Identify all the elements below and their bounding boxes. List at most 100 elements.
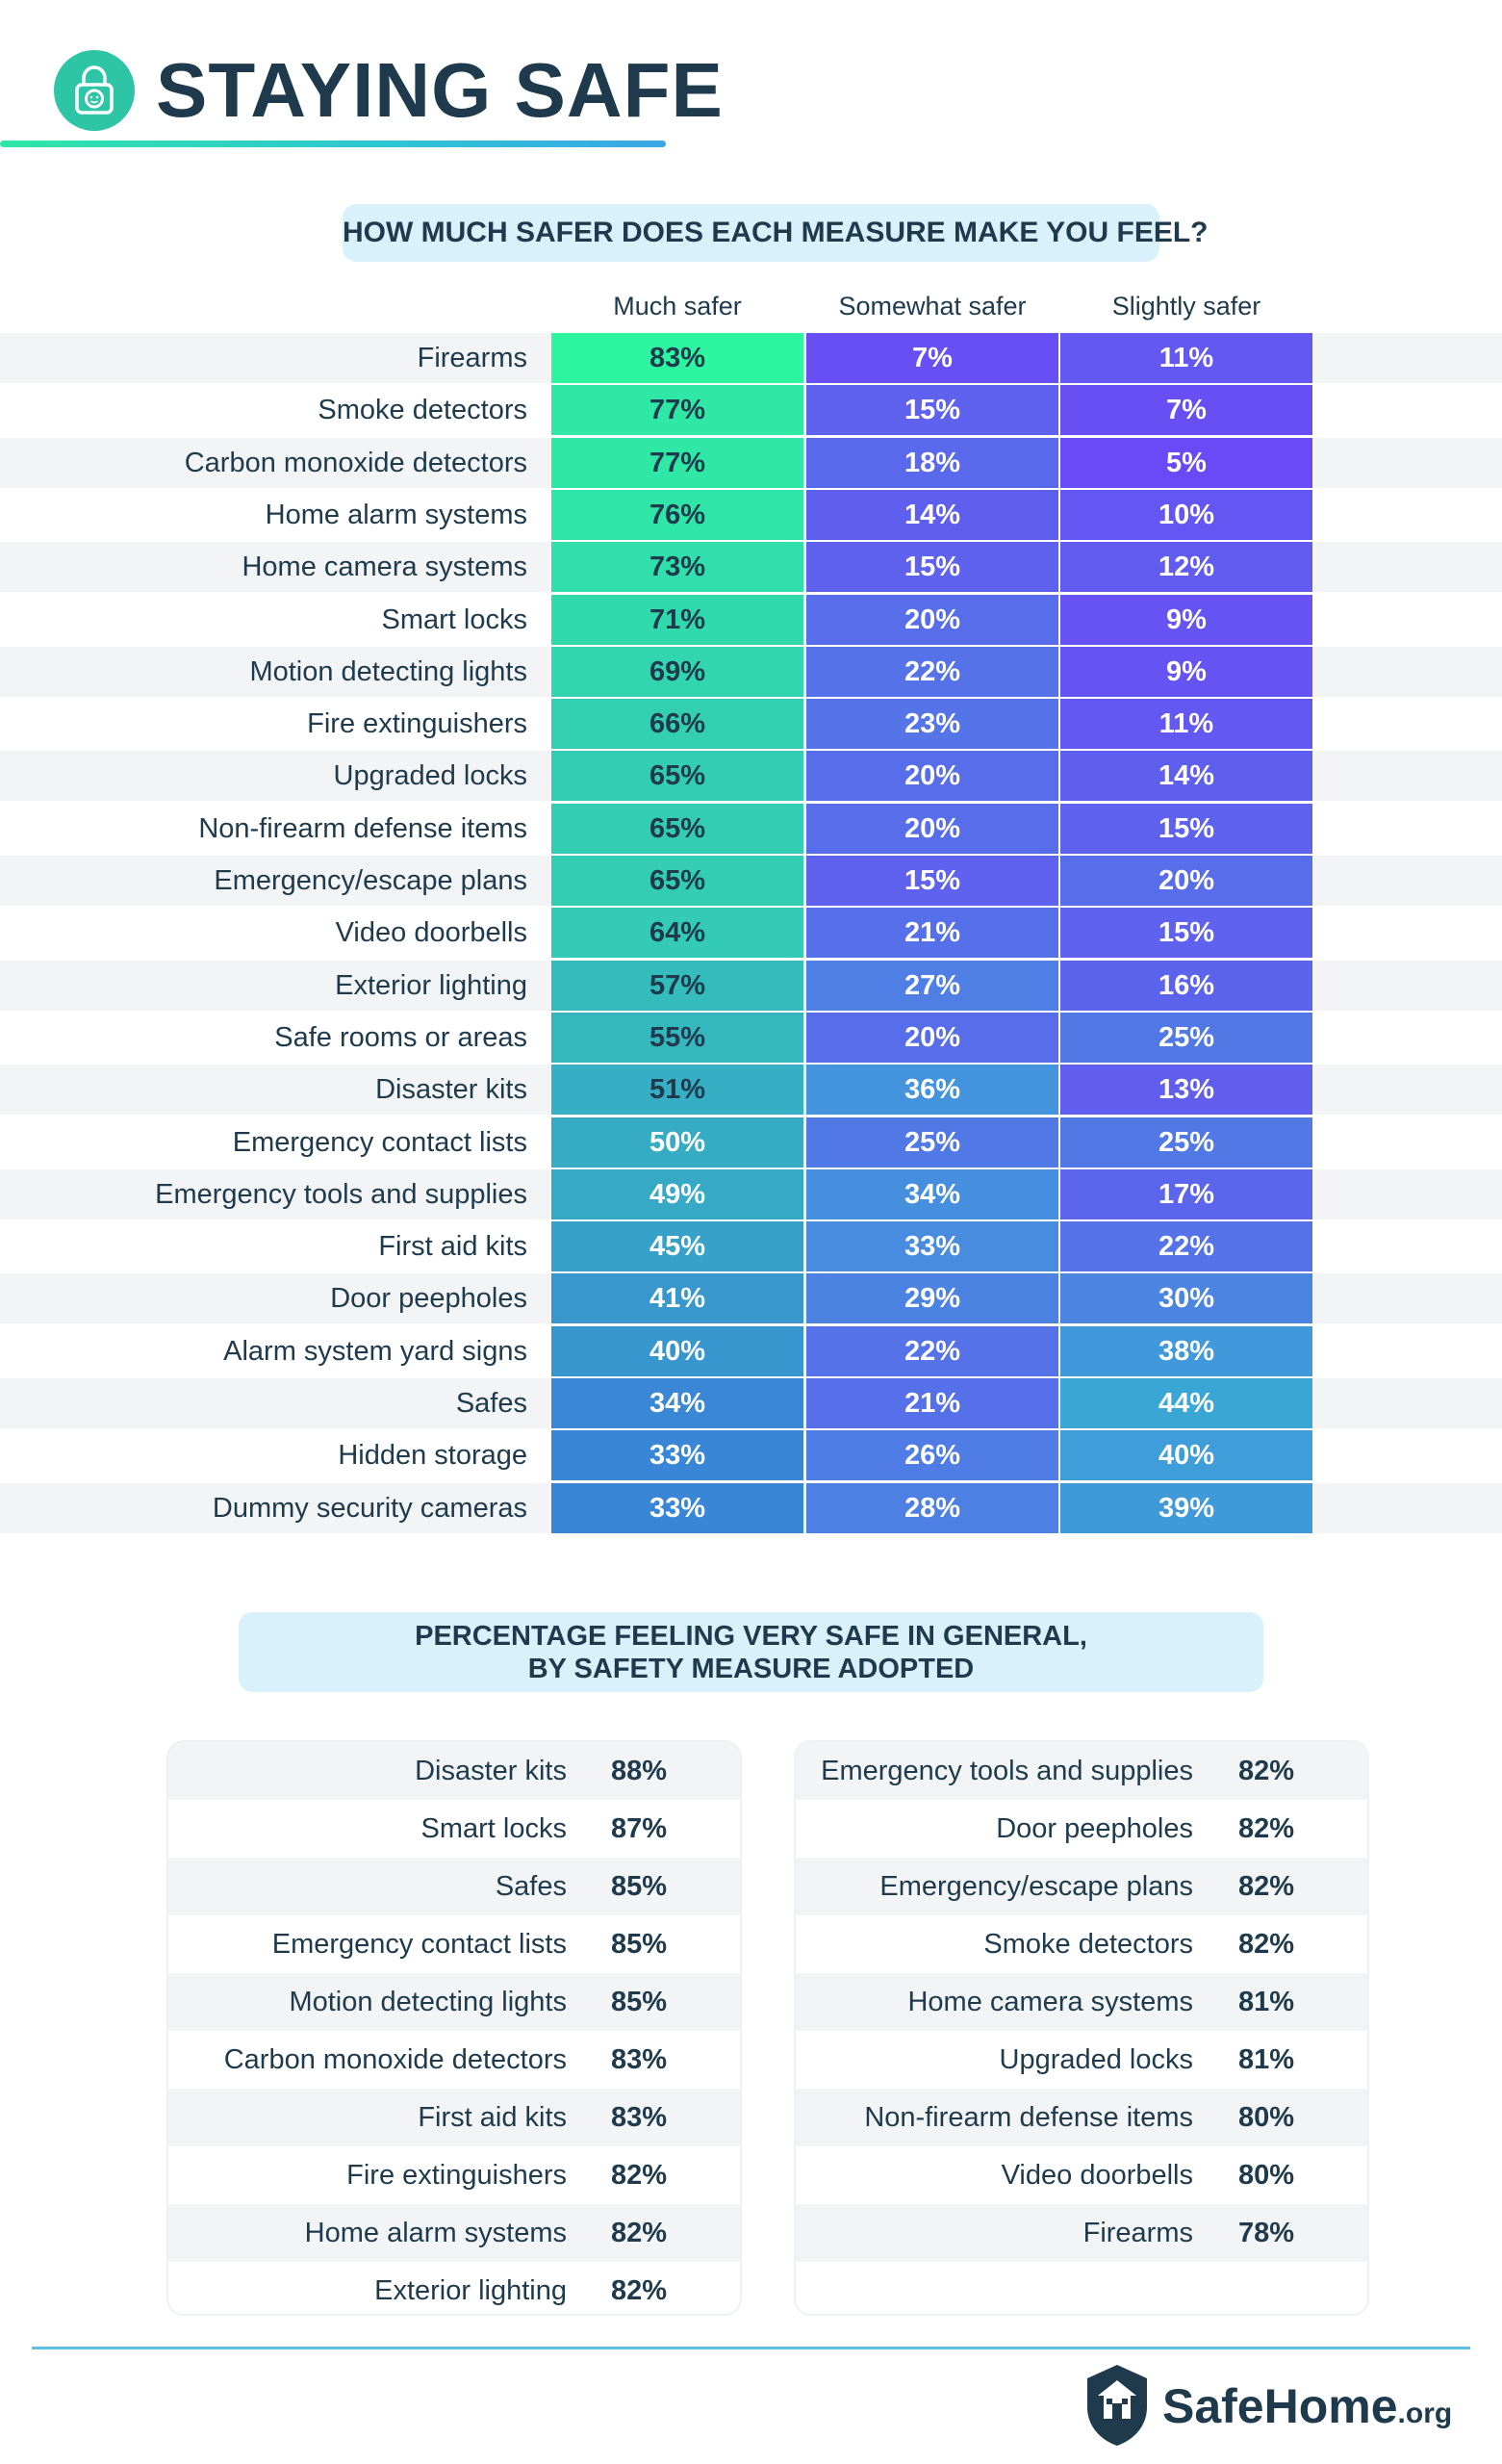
- table-row-label: Safes: [495, 1871, 567, 1902]
- row-label: Hidden storage: [338, 1440, 527, 1472]
- table-row-label: Non-firearm defense items: [864, 2102, 1193, 2133]
- heatmap-cell: 11%: [1060, 333, 1312, 383]
- heatmap-cell: 5%: [1060, 437, 1312, 488]
- heatmap-row: Smoke detectors 77% 15% 7%: [0, 385, 1502, 436]
- heatmap-cell: 25%: [1060, 1012, 1312, 1063]
- heatmap-cell: 40%: [551, 1325, 803, 1376]
- heatmap-cell: 51%: [551, 1065, 803, 1116]
- heatmap-row: First aid kits 45% 33% 22%: [0, 1221, 1502, 1272]
- heatmap-row: Emergency/escape plans 65% 15% 20%: [0, 856, 1502, 906]
- heatmap-cell: 25%: [806, 1116, 1058, 1168]
- table-row-value: 78%: [1237, 2218, 1295, 2248]
- table-row-value: 82%: [610, 2160, 668, 2191]
- row-label: Exterior lighting: [335, 969, 527, 1001]
- table-row: Door peepholes 82%: [796, 1800, 1367, 1858]
- row-label: Disaster kits: [375, 1074, 527, 1106]
- heatmap-cell: 44%: [1060, 1378, 1312, 1428]
- table-row-value: 85%: [610, 1929, 668, 1960]
- table-row-label: Door peepholes: [996, 1813, 1193, 1844]
- heatmap-cell: 33%: [551, 1430, 803, 1481]
- row-label: Emergency/escape plans: [214, 865, 527, 896]
- heatmap-cell: 30%: [1060, 1273, 1312, 1324]
- table-row: Carbon monoxide detectors 83%: [168, 2031, 740, 2089]
- table-row-value: 80%: [1237, 2160, 1295, 2191]
- house-shield-icon: [1087, 2365, 1147, 2446]
- heatmap-cell: 41%: [551, 1273, 803, 1324]
- table-row-value: 87%: [610, 1813, 668, 1844]
- table-row-value: 81%: [1237, 2044, 1295, 2075]
- heatmap-cell: 50%: [551, 1116, 803, 1168]
- logo-text: SafeHome.org: [1162, 2378, 1452, 2434]
- heatmap-cell: 55%: [551, 1012, 803, 1063]
- heatmap-row: Emergency contact lists 50% 25% 25%: [0, 1116, 1502, 1168]
- heatmap-row: Home alarm systems 76% 14% 10%: [0, 489, 1502, 540]
- heatmap-cell: 57%: [551, 960, 803, 1011]
- heatmap-cell: 14%: [806, 489, 1058, 540]
- page-header: STAYING SAFE: [0, 0, 723, 154]
- table-row-value: 82%: [1237, 1929, 1295, 1960]
- table-row-label: Emergency tools and supplies: [821, 1756, 1193, 1786]
- heatmap-cell: 20%: [806, 803, 1058, 854]
- heatmap-row: Carbon monoxide detectors 77% 18% 5%: [0, 437, 1502, 488]
- heatmap-row: Dummy security cameras 33% 28% 39%: [0, 1482, 1502, 1533]
- row-label: Emergency contact lists: [232, 1126, 527, 1158]
- table-row-label: Video doorbells: [1001, 2160, 1193, 2191]
- row-label: Firearms: [417, 343, 527, 373]
- heatmap-row: Firearms 83% 7% 11%: [0, 333, 1502, 383]
- heatmap-cell: 20%: [806, 594, 1058, 645]
- table-row-label: Exterior lighting: [374, 2275, 567, 2306]
- row-label: Home camera systems: [242, 552, 527, 583]
- table-row-value: 85%: [610, 1987, 668, 2017]
- table-row-label: Firearms: [1082, 2218, 1193, 2248]
- table-row-value: 82%: [1237, 1871, 1295, 1902]
- table-row-value: 81%: [1237, 1987, 1295, 2017]
- table-row: Exterior lighting 82%: [168, 2262, 740, 2314]
- heatmap-cell: 29%: [806, 1273, 1058, 1324]
- lock-icon: [54, 50, 135, 131]
- footer-divider: [32, 2347, 1470, 2349]
- heatmap-cell: 65%: [551, 803, 803, 854]
- row-label: Alarm system yard signs: [223, 1335, 527, 1367]
- table-row-label: Smoke detectors: [983, 1929, 1193, 1960]
- table-row: Smoke detectors 82%: [796, 1915, 1367, 1973]
- heatmap-cell: 15%: [806, 856, 1058, 906]
- heatmap-row: Motion detecting lights 69% 22% 9%: [0, 646, 1502, 697]
- heatmap-cell: 33%: [806, 1221, 1058, 1272]
- heatmap-cell: 28%: [806, 1482, 1058, 1533]
- heatmap-cell: 18%: [806, 437, 1058, 488]
- heatmap-cell: 34%: [551, 1378, 803, 1428]
- table-row-value: 80%: [1237, 2102, 1295, 2133]
- heatmap-cell: 9%: [1060, 646, 1312, 697]
- heatmap-cell: 33%: [551, 1482, 803, 1533]
- heatmap-cell: 65%: [551, 856, 803, 906]
- table-row-value: 82%: [1237, 1756, 1295, 1786]
- table-row: Motion detecting lights 85%: [168, 1973, 740, 2031]
- heatmap-cell: 71%: [551, 594, 803, 645]
- table-row: Firearms 78%: [796, 2204, 1367, 2262]
- very-safe-table-right: Emergency tools and supplies 82% Door peep…: [794, 1740, 1369, 2316]
- heatmap-row: Door peepholes 41% 29% 30%: [0, 1273, 1502, 1324]
- heatmap-row: Smart locks 71% 20% 9%: [0, 594, 1502, 645]
- heatmap-cell: 23%: [806, 699, 1058, 750]
- heatmap-cell: 34%: [806, 1168, 1058, 1219]
- row-label: Fire extinguishers: [307, 708, 527, 740]
- row-label: Safes: [455, 1388, 527, 1419]
- table-row-label: First aid kits: [418, 2102, 567, 2133]
- table-row-label: Upgraded locks: [999, 2044, 1194, 2075]
- heatmap-cell: 25%: [1060, 1116, 1312, 1168]
- heatmap-cell: 21%: [806, 1378, 1058, 1428]
- row-label: Non-firearm defense items: [198, 812, 527, 844]
- table-row-value: 82%: [610, 2218, 668, 2248]
- table-row: First aid kits 83%: [168, 2089, 740, 2146]
- row-label: Smart locks: [381, 603, 527, 635]
- heatmap-cell: 12%: [1060, 542, 1312, 593]
- page-title: STAYING SAFE: [156, 47, 724, 133]
- row-label: Home alarm systems: [265, 499, 527, 530]
- table-row-label: Motion detecting lights: [289, 1987, 567, 2017]
- row-label: Dummy security cameras: [212, 1492, 527, 1524]
- heatmap-row: Safes 34% 21% 44%: [0, 1378, 1502, 1428]
- heatmap-cell: 22%: [806, 646, 1058, 697]
- column-header: Slightly safer: [1111, 292, 1261, 321]
- heatmap-row: Video doorbells 64% 21% 15%: [0, 908, 1502, 959]
- heatmap-row: Hidden storage 33% 26% 40%: [0, 1430, 1502, 1481]
